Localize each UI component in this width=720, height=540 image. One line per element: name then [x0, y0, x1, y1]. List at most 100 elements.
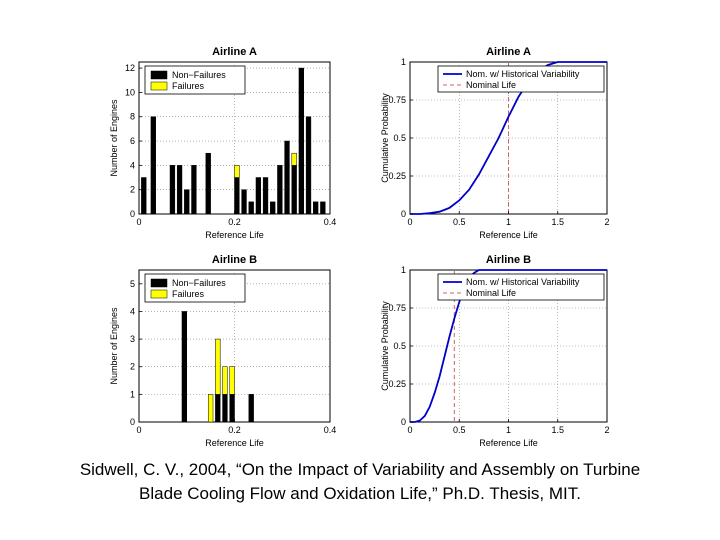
chart-title: Airline B	[486, 254, 531, 266]
y-tick-label: 0.25	[388, 171, 406, 181]
y-tick-label: 2	[130, 362, 135, 372]
cdf-series-line	[410, 61, 607, 215]
legend-swatch-failures	[150, 81, 168, 91]
legend-label-failures: Failures	[172, 289, 205, 299]
x-tick-label: 0.2	[228, 425, 241, 435]
citation-line-2: Blade Cooling Flow and Oxidation Life,” …	[139, 484, 581, 503]
y-tick-label: 4	[130, 306, 135, 316]
bar-non-failures	[277, 165, 283, 215]
x-tick-label: 1	[506, 425, 511, 435]
bar-non-failures	[305, 116, 312, 215]
legend-label-non-failures: Non−Failures	[172, 278, 226, 288]
citation-line-1: Sidwell, C. V., 2004, “On the Impact of …	[79, 460, 641, 479]
bar-failures	[291, 152, 297, 166]
legend-box	[437, 273, 605, 301]
cdf-series-line	[410, 269, 607, 423]
bar-non-failures	[284, 140, 290, 215]
bar-non-failures	[241, 189, 247, 215]
chart-title: Airline B	[212, 254, 257, 266]
x-axis-label: Reference Life	[205, 230, 264, 240]
bar-non-failures	[262, 177, 269, 215]
bar-non-failures	[298, 67, 304, 215]
bar-failures	[215, 338, 221, 395]
x-tick-label: 1	[506, 217, 511, 227]
bar-failures	[207, 394, 214, 423]
bar-non-failures	[248, 201, 254, 215]
bar-non-failures	[222, 394, 228, 423]
y-tick-label: 8	[130, 112, 135, 122]
x-tick-label: 0	[407, 217, 412, 227]
y-tick-label: 12	[125, 63, 135, 73]
bar-failures	[229, 366, 235, 395]
y-tick-label: 1	[401, 57, 406, 67]
y-tick-label: 10	[125, 87, 135, 97]
legend-label-curve: Nom. w/ Historical Variability	[466, 277, 580, 287]
bar-non-failures	[215, 394, 221, 423]
chart-title: Airline A	[486, 46, 531, 58]
y-tick-label: 2	[130, 185, 135, 195]
x-tick-label: 0.4	[324, 425, 337, 435]
y-tick-label: 0	[401, 209, 406, 219]
bar-non-failures	[184, 189, 190, 215]
y-tick-label: 1	[401, 265, 406, 275]
bar-non-failures	[234, 177, 240, 215]
bar-non-failures	[150, 116, 156, 215]
y-tick-label: 0.5	[393, 133, 406, 143]
y-tick-label: 0.75	[388, 95, 406, 105]
y-axis-label: Number of Engines	[109, 307, 119, 385]
bar-failures	[222, 366, 228, 395]
bar-non-failures	[229, 394, 235, 423]
bar-failures	[234, 165, 240, 178]
x-tick-label: 0	[136, 217, 141, 227]
y-tick-label: 1	[130, 389, 135, 399]
y-tick-label: 0.5	[393, 341, 406, 351]
airline-b-hist-chart: 0 0.2 0.4 0 1 2 3 4 5 Airline B Reference Life Numb…	[109, 254, 336, 448]
x-tick-label: 1.5	[551, 217, 564, 227]
legend-label-failures: Failures	[172, 81, 205, 91]
x-tick-label: 0	[407, 425, 412, 435]
x-tick-label: 2	[604, 217, 609, 227]
y-axis-label: Cumulative Probability	[380, 301, 390, 391]
y-tick-label: 0	[130, 417, 135, 427]
bar-non-failures	[313, 201, 319, 215]
x-axis-label: Reference Life	[205, 438, 264, 448]
legend-label-non-failures: Non−Failures	[172, 70, 226, 80]
x-axis-label: Reference Life	[479, 438, 538, 448]
y-tick-label: 3	[130, 334, 135, 344]
legend-box	[437, 65, 605, 93]
y-axis-label: Number of Engines	[109, 99, 119, 177]
legend-swatch-failures	[150, 289, 168, 299]
x-tick-label: 0.4	[324, 217, 337, 227]
bar-non-failures	[248, 394, 254, 423]
y-tick-label: 0.75	[388, 303, 406, 313]
citation: Sidwell, C. V., 2004, “On the Impact of …	[0, 458, 720, 506]
legend-label-nominal: Nominal Life	[466, 288, 516, 298]
airline-a-cdf-chart: 0 0.5 1 1.5 2 0 0.25 0.5 0.75 1 Airline A Reference…	[380, 46, 610, 240]
airline-a-hist-chart: 0 0.2 0.4 0 2 4 6 8 10 12 Airline A Reference Life N…	[109, 46, 336, 240]
y-tick-label: 0.25	[388, 379, 406, 389]
legend-swatch-non-failures	[150, 278, 168, 288]
y-tick-label: 0	[401, 417, 406, 427]
y-axis-label: Cumulative Probability	[380, 93, 390, 183]
bar-non-failures	[191, 165, 197, 215]
x-axis-label: Reference Life	[479, 230, 538, 240]
bar-non-failures	[181, 311, 188, 423]
airline-b-cdf-chart: 0 0.5 1 1.5 2 0 0.25 0.5 0.75 1 Airline B Reference…	[380, 254, 610, 448]
bar-non-failures	[141, 177, 147, 215]
bar-non-failures	[169, 165, 176, 215]
bar-non-failures	[320, 201, 326, 215]
y-tick-label: 4	[130, 160, 135, 170]
bar-non-failures	[291, 165, 297, 215]
legend-swatch-non-failures	[150, 70, 168, 80]
x-tick-label: 0.5	[453, 425, 466, 435]
y-tick-label: 6	[130, 136, 135, 146]
y-tick-label: 5	[130, 279, 135, 289]
legend-label-nominal: Nominal Life	[466, 80, 516, 90]
chart-title: Airline A	[212, 46, 257, 58]
x-tick-label: 2	[604, 425, 609, 435]
bar-non-failures	[255, 177, 262, 215]
bar-non-failures	[176, 165, 183, 215]
bar-non-failures	[270, 201, 276, 215]
